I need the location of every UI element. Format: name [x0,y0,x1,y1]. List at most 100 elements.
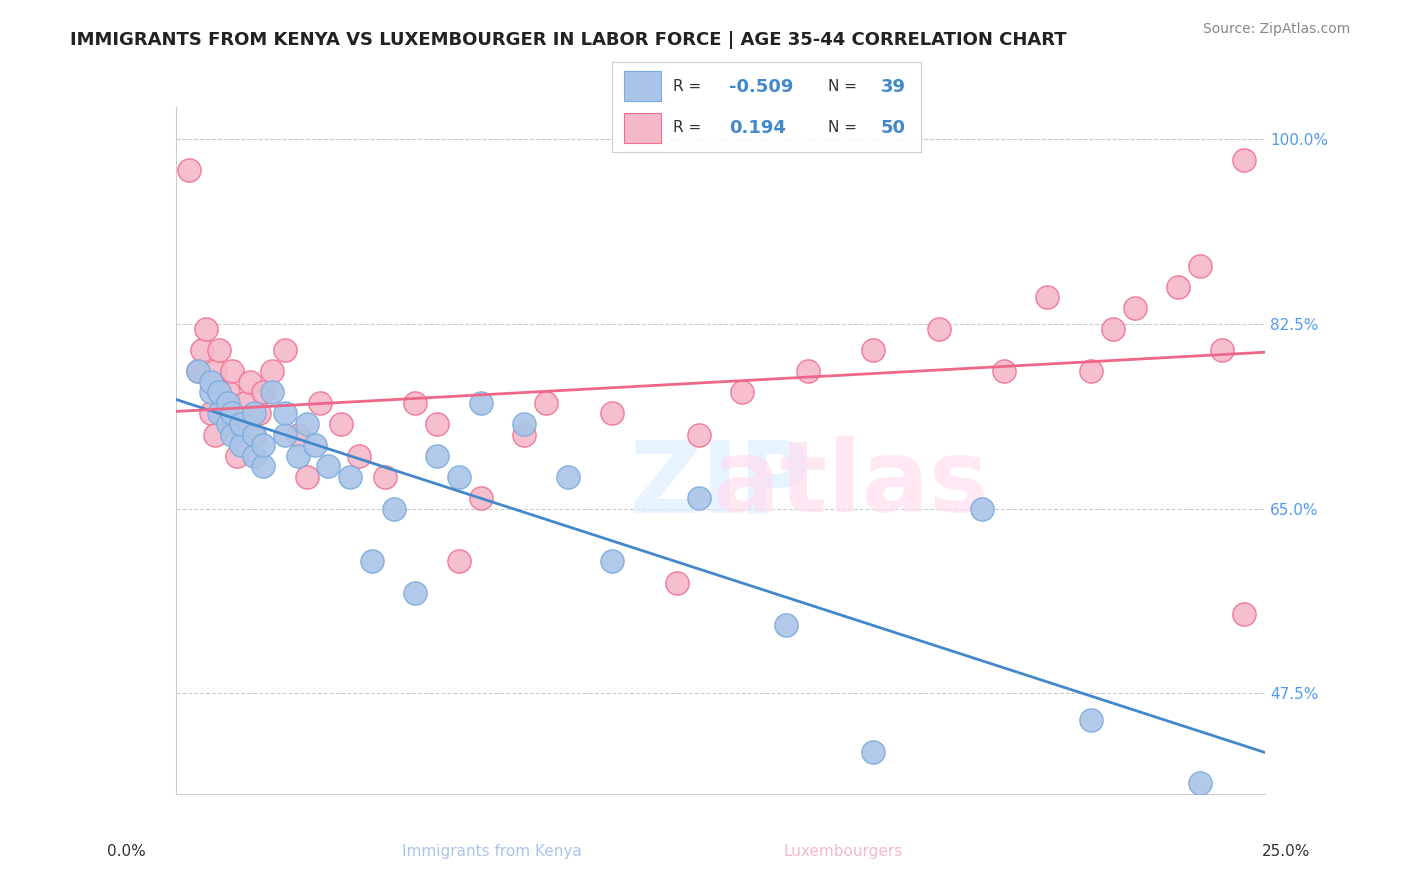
Text: Luxembourgers: Luxembourgers [785,845,903,859]
Point [195,322,218,336]
Point [208,343,231,357]
Text: Source: ZipAtlas.com: Source: ZipAtlas.com [1202,22,1350,37]
Text: IMMIGRANTS FROM KENYA VS LUXEMBOURGER IN LABOR FORCE | AGE 35-44 CORRELATION CHA: IMMIGRANTS FROM KENYA VS LUXEMBOURGER IN… [70,31,1067,49]
Point [405,396,427,410]
Point [347,449,370,463]
Point [260,364,283,378]
Point [204,364,226,378]
Text: -0.509: -0.509 [730,78,793,95]
Point [374,470,396,484]
Point [360,554,382,568]
Text: ZIP: ZIP [628,436,813,533]
Point [447,554,470,568]
Point [212,407,235,421]
Point [239,375,262,389]
Point [287,449,309,463]
Point [1123,301,1146,315]
Point [447,470,470,484]
Point [191,343,214,357]
Point [243,407,266,421]
Text: Immigrants from Kenya: Immigrants from Kenya [402,845,582,859]
Bar [624,113,661,143]
Point [208,385,231,400]
Point [993,364,1015,378]
Point [1167,279,1189,293]
Point [557,470,579,484]
Point [287,427,309,442]
Point [295,470,318,484]
Text: 0.0%: 0.0% [107,845,146,859]
Point [513,417,536,431]
Point [470,396,492,410]
Point [330,417,353,431]
Point [470,491,492,505]
Point [862,745,884,759]
Point [208,385,231,400]
Point [1080,713,1102,727]
Point [225,449,247,463]
Text: R =: R = [673,79,707,94]
Point [666,575,689,590]
Point [252,385,274,400]
Point [200,407,222,421]
Point [247,407,270,421]
Point [274,427,297,442]
Point [274,407,297,421]
Point [731,385,754,400]
Point [600,554,623,568]
Point [1102,322,1125,336]
Point [208,407,231,421]
Point [231,417,253,431]
Text: N =: N = [828,120,862,135]
Point [252,438,274,452]
Text: R =: R = [673,120,707,135]
Point [513,427,536,442]
Point [339,470,361,484]
Point [186,364,209,378]
Point [775,617,797,632]
Point [243,449,266,463]
Point [928,322,950,336]
Point [252,459,274,474]
Point [295,417,318,431]
Point [200,385,222,400]
Point [382,501,405,516]
Point [200,375,222,389]
Point [217,385,239,400]
Point [217,417,239,431]
Point [204,427,226,442]
Point [243,427,266,442]
Point [1189,259,1212,273]
Point [600,407,623,421]
Point [221,407,243,421]
Point [177,163,200,178]
Point [235,396,257,410]
Point [274,343,297,357]
Bar [624,71,661,101]
Point [970,501,993,516]
Text: 50: 50 [880,119,905,136]
Point [308,396,330,410]
Text: N =: N = [828,79,862,94]
Point [796,364,818,378]
Point [1080,364,1102,378]
Point [221,364,243,378]
Point [1211,343,1233,357]
Point [1036,290,1059,304]
Text: 0.194: 0.194 [730,119,786,136]
Point [862,343,884,357]
Point [426,417,449,431]
Point [688,427,710,442]
Point [221,427,243,442]
Point [1189,776,1212,790]
Point [304,438,326,452]
Point [231,438,253,452]
Point [186,364,209,378]
Point [318,459,340,474]
Point [1232,607,1256,622]
Point [260,385,283,400]
Point [217,396,239,410]
Text: atlas: atlas [713,436,990,533]
Point [405,586,427,600]
Point [426,449,449,463]
